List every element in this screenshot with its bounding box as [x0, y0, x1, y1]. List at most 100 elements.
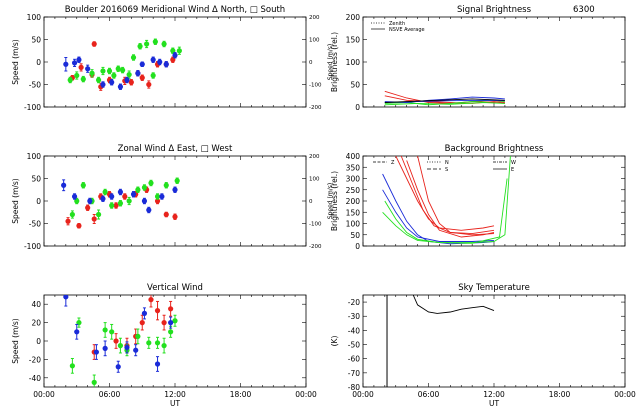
panel-background-brightness: Background Brightness 0 50 100 150 200 250 300 3… [330, 144, 626, 251]
y2-tick-label: 0 [309, 60, 313, 66]
series-line [384, 96, 505, 103]
plot-area [382, 156, 511, 245]
data-point [176, 48, 182, 54]
y-tick-label: 100 [346, 220, 361, 229]
x-tick-label: 06:00 [418, 390, 440, 399]
chart-title: Vertical Wind [147, 283, 203, 293]
data-point [141, 184, 148, 191]
y-tick-label: 50 [350, 81, 360, 90]
y-tick-label: 50 [31, 175, 41, 184]
data-point [117, 84, 124, 90]
legend-label: N [445, 160, 449, 166]
data-point [69, 363, 75, 369]
y-tick-label: -30 [348, 312, 360, 321]
data-point [168, 320, 174, 326]
data-point [146, 81, 152, 88]
data-point [150, 72, 156, 79]
data-point [154, 193, 161, 200]
y-tick-label: 350 [346, 163, 361, 172]
data-point [174, 178, 180, 184]
data-point [113, 202, 119, 209]
y-tick-label: -20 [29, 355, 41, 364]
series-line [417, 156, 495, 236]
data-point [161, 343, 167, 349]
data-point [150, 57, 156, 63]
data-point [130, 54, 137, 61]
series-line [400, 156, 495, 235]
data-point [71, 193, 78, 200]
data-point [76, 223, 82, 229]
data-point [61, 182, 67, 188]
data-point [122, 193, 128, 200]
data-point [109, 79, 115, 85]
data-point [154, 361, 161, 367]
series-line [382, 189, 495, 242]
x-tick-label: 00:00 [614, 390, 636, 399]
plot-frame [43, 294, 307, 388]
data-point [135, 187, 141, 193]
x-axis-label: UT [489, 399, 499, 408]
chart-title: Background Brightness [445, 144, 544, 154]
data-point [168, 329, 174, 335]
y-tick-label: 100 [346, 58, 361, 67]
y-tick-label: 0 [36, 337, 41, 346]
y-axis-label: (K) [330, 336, 339, 347]
data-point [154, 340, 161, 346]
data-point [85, 66, 91, 72]
y2-axis-label: Speed (m/s) [327, 183, 334, 219]
panel-vertical-wind: Vertical Wind 00:00 06:00 12:00 18:00 00:00 UT… [11, 283, 317, 408]
plot-area [63, 38, 182, 91]
x-tick-label: 00:00 [352, 390, 374, 399]
data-point [154, 308, 161, 314]
data-point [172, 214, 178, 220]
panel-signal-brightness: Signal Brightness 6300 0 50 100 150 200 Brightn… [330, 5, 626, 112]
y-tick-label: -40 [29, 374, 41, 383]
legend-label: W [511, 160, 516, 166]
y-tick-label: 250 [346, 186, 361, 195]
data-point [63, 61, 69, 67]
data-point [144, 41, 150, 47]
data-point [100, 68, 106, 74]
data-point [106, 68, 113, 74]
legend-label: S [445, 167, 448, 173]
data-point [130, 191, 137, 197]
y-tick-label: 100 [27, 13, 42, 22]
data-point [100, 196, 106, 202]
data-point [139, 61, 145, 67]
chart-title: Sky Temperature [458, 283, 530, 293]
data-point [135, 70, 141, 76]
data-point [74, 72, 80, 79]
y-tick-label: -100 [24, 242, 41, 251]
data-point [141, 198, 148, 204]
y-tick-label: 400 [346, 152, 361, 161]
data-point [109, 193, 115, 200]
series-line [412, 295, 495, 314]
plot-frame [362, 294, 626, 388]
chart-title: Signal Brightness [457, 5, 532, 15]
data-point [102, 345, 108, 351]
y-tick-label: 150 [346, 36, 361, 45]
y2-tick-label: -100 [309, 83, 322, 89]
y-tick-label: -50 [29, 220, 41, 229]
x-tick-label: 18:00 [230, 390, 252, 399]
data-point [126, 72, 132, 78]
data-point [117, 343, 124, 349]
y-tick-label: -60 [348, 355, 360, 364]
data-point [76, 320, 82, 326]
legend-label: NSVE Average [389, 27, 425, 33]
data-point [80, 76, 86, 82]
x-axis-label: UT [170, 399, 180, 408]
legend-label: Z [391, 160, 395, 166]
y2-tick-label: 100 [309, 38, 320, 44]
data-point [139, 320, 145, 326]
y-tick-label: -50 [29, 81, 41, 90]
y-tick-label: 100 [27, 152, 42, 161]
data-point [141, 310, 148, 316]
x-tick-label: 18:00 [549, 390, 571, 399]
x-tick-label: 00:00 [33, 390, 55, 399]
series-line [384, 102, 505, 106]
data-point [87, 198, 93, 204]
y-tick-label: 0 [36, 197, 41, 206]
data-point [126, 198, 132, 204]
